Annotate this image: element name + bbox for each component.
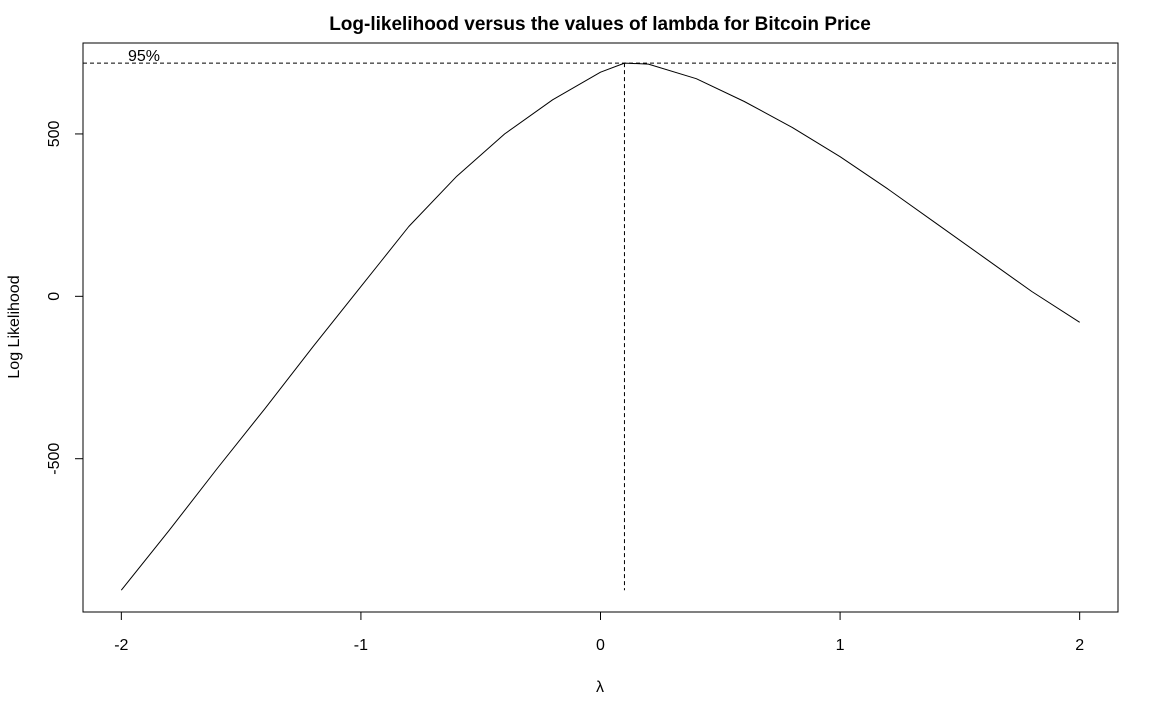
log-likelihood-curve	[120, 62, 1080, 591]
x-tick-label: 2	[1075, 637, 1084, 654]
annotation-layer: 95%	[83, 48, 1118, 591]
y-tick-label: -500	[46, 443, 63, 475]
x-tick-label: 0	[596, 637, 605, 654]
plot-frame	[82, 42, 1119, 613]
y-tick-label: 500	[46, 120, 63, 147]
y-tick-label: 0	[46, 292, 63, 301]
x-tick-label: -1	[354, 637, 368, 654]
ci-95-label: 95%	[128, 48, 160, 65]
x-tick-label: 1	[836, 637, 845, 654]
y-axis: -500 0 500	[46, 120, 84, 475]
x-axis: -2 -1 0 1 2	[114, 611, 1084, 654]
y-axis-title: Log Likelihood	[6, 275, 23, 378]
x-tick-label: -2	[114, 637, 128, 654]
series-layer	[120, 62, 1080, 591]
chart-title: Log-likelihood versus the values of lamb…	[329, 14, 871, 35]
x-axis-title: λ	[596, 679, 604, 696]
